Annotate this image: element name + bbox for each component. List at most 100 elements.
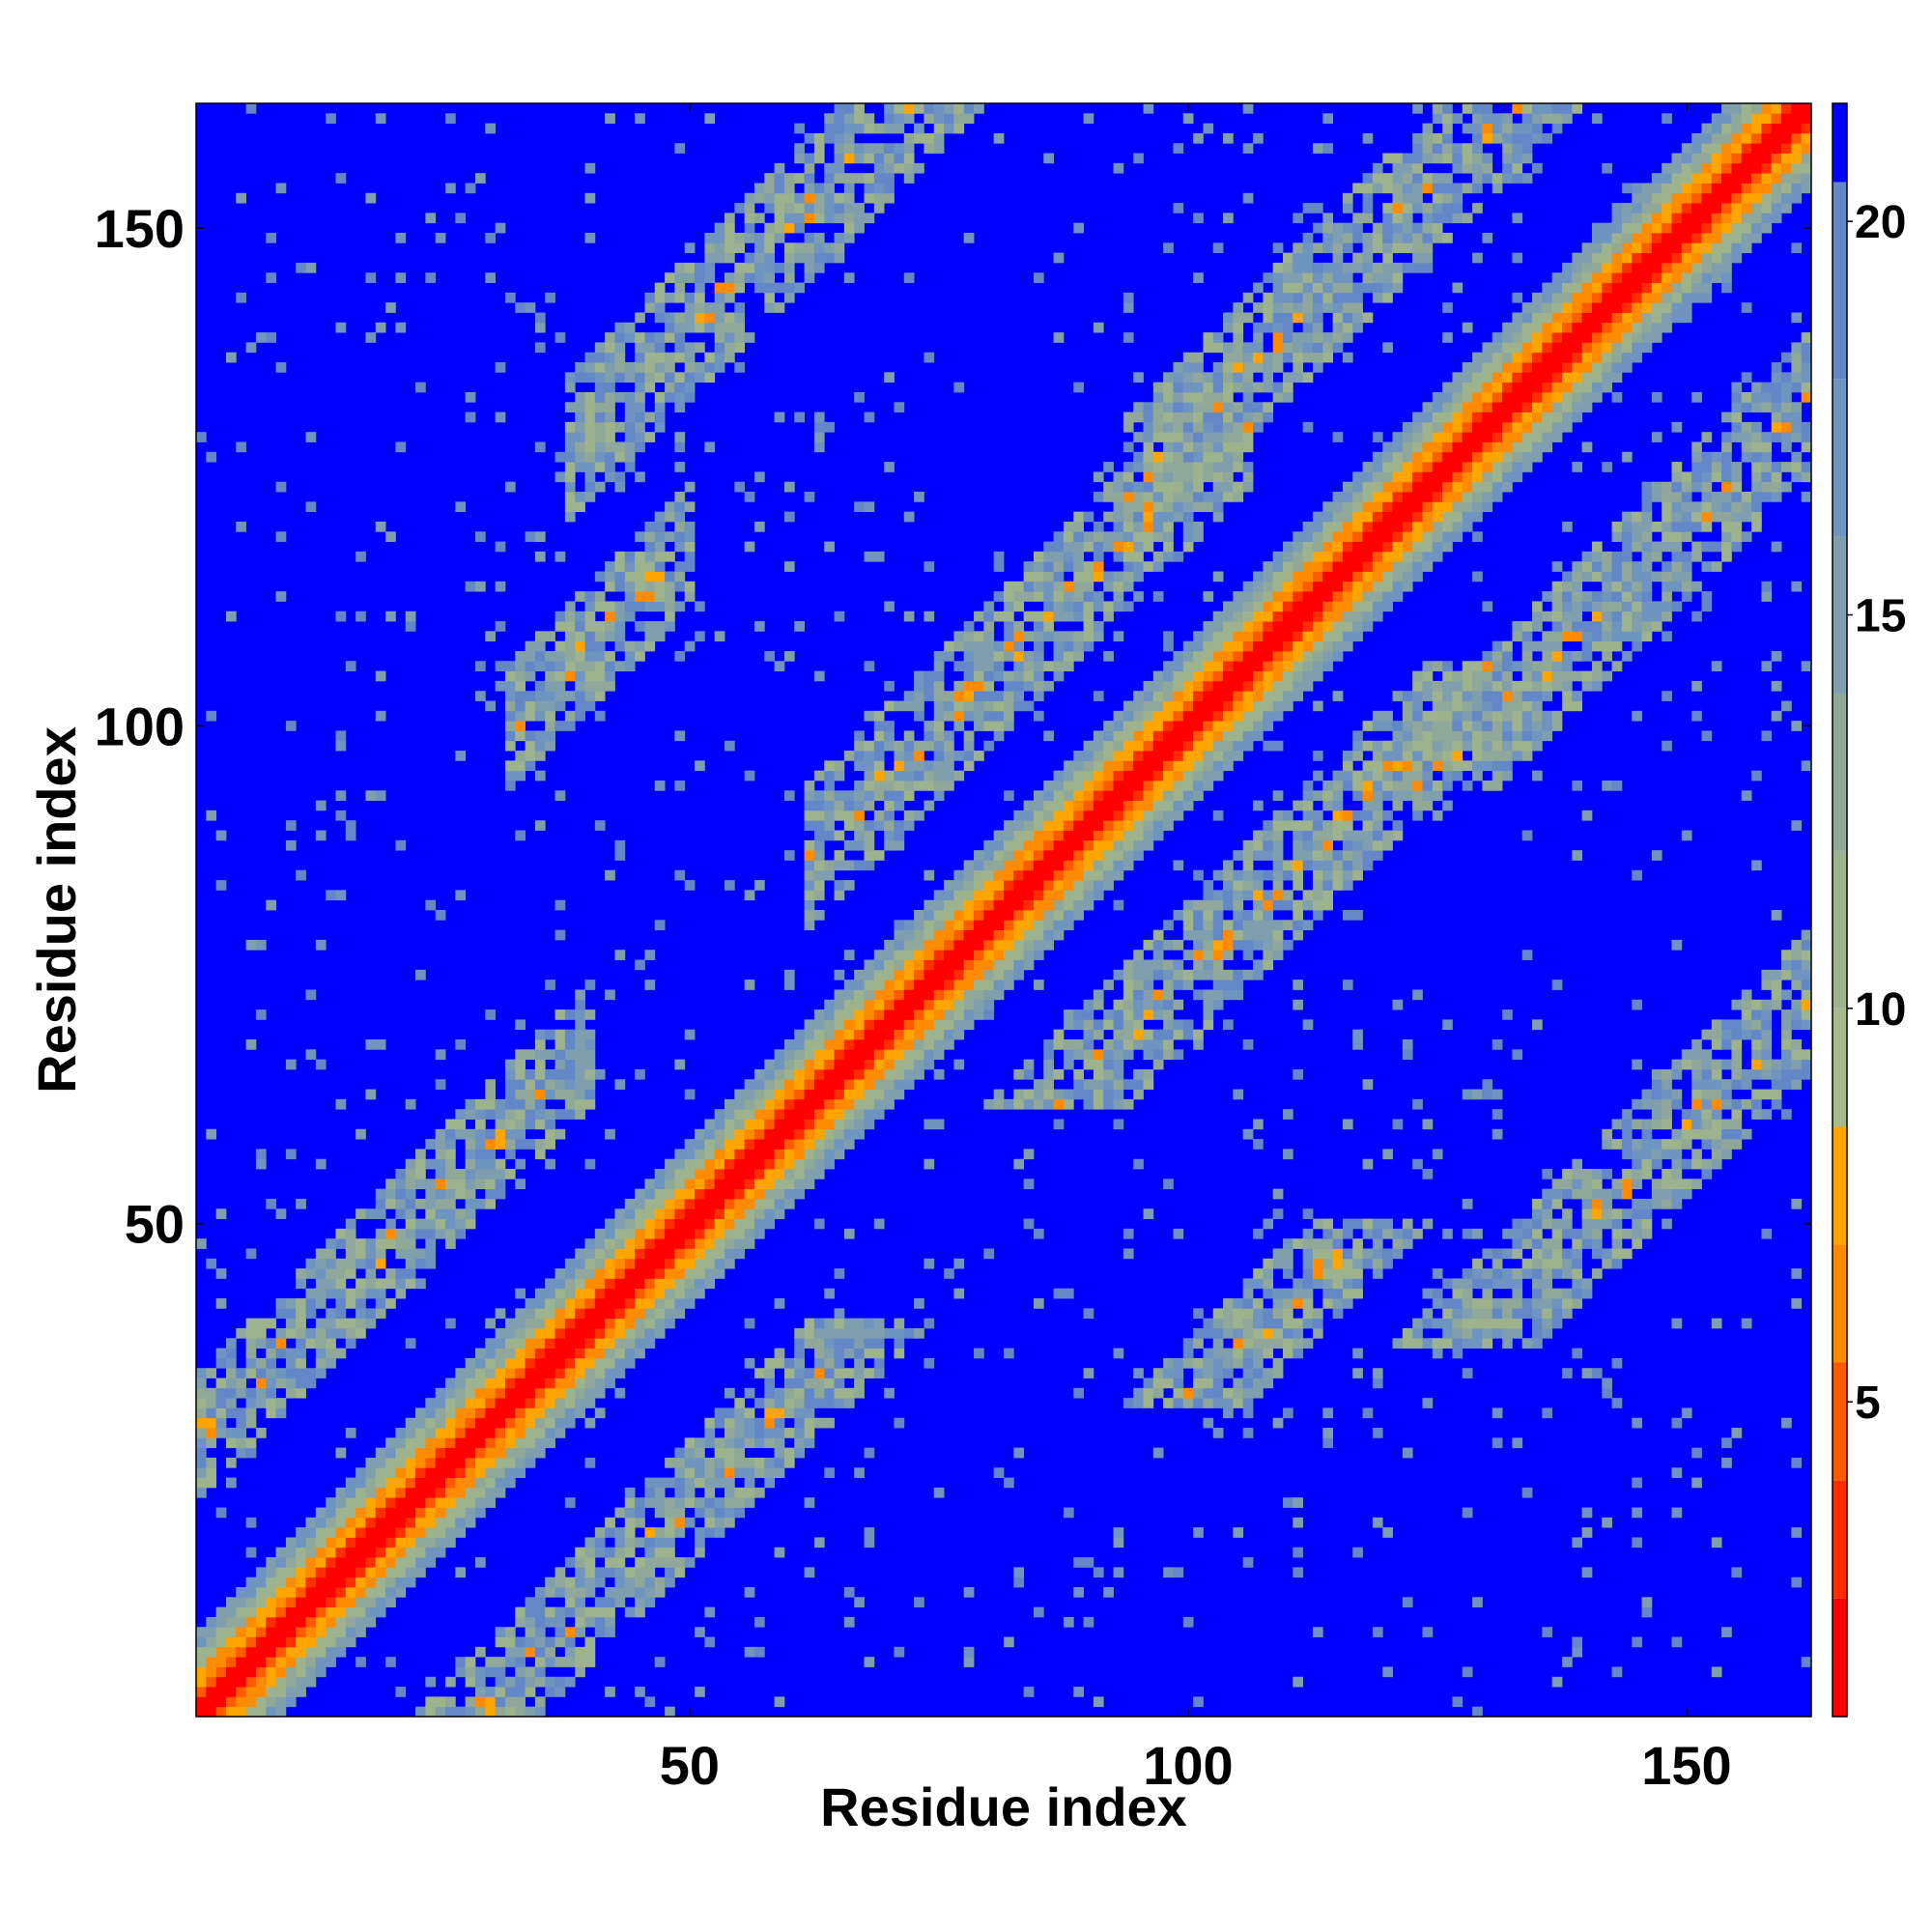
heatmap-cell bbox=[1312, 531, 1323, 542]
heatmap-cell bbox=[1163, 432, 1174, 442]
heatmap-cell bbox=[196, 1676, 207, 1688]
heatmap-cell bbox=[534, 1029, 546, 1040]
heatmap-cell bbox=[1282, 1327, 1293, 1339]
heatmap-cell bbox=[744, 203, 755, 213]
heatmap-cell bbox=[1033, 611, 1044, 622]
heatmap-cell bbox=[724, 1437, 735, 1449]
heatmap-cell bbox=[864, 839, 875, 851]
heatmap-cell bbox=[1053, 561, 1065, 572]
heatmap-cell bbox=[305, 1368, 317, 1378]
heatmap-cell bbox=[1223, 1019, 1234, 1031]
heatmap-cell bbox=[1143, 521, 1154, 532]
heatmap-cell bbox=[605, 581, 615, 592]
heatmap-cell bbox=[554, 899, 566, 911]
heatmap-cell bbox=[1073, 760, 1084, 772]
heatmap-cell bbox=[1193, 700, 1204, 712]
heatmap-cell bbox=[495, 661, 506, 671]
heatmap-cell bbox=[624, 661, 636, 671]
heatmap-cell bbox=[504, 1318, 516, 1329]
heatmap-cell bbox=[584, 1059, 596, 1070]
heatmap-cell bbox=[834, 192, 845, 204]
heatmap-cell bbox=[1253, 880, 1264, 891]
heatmap-cell bbox=[1182, 1019, 1194, 1031]
heatmap-cell bbox=[345, 1218, 356, 1230]
heatmap-cell bbox=[1004, 670, 1014, 682]
heatmap-cell bbox=[605, 1687, 615, 1697]
heatmap-cell bbox=[245, 1327, 257, 1339]
heatmap-cell bbox=[525, 1437, 536, 1449]
heatmap-cell bbox=[1173, 441, 1184, 453]
heatmap-cell bbox=[375, 1507, 386, 1519]
heatmap-cell bbox=[1242, 312, 1254, 324]
heatmap-cell bbox=[225, 1657, 237, 1667]
heatmap-cell bbox=[1143, 402, 1154, 412]
heatmap-cell bbox=[266, 233, 276, 243]
heatmap-cell bbox=[1272, 1327, 1284, 1339]
heatmap-cell bbox=[843, 1338, 855, 1349]
heatmap-cell bbox=[843, 132, 855, 144]
heatmap-cell bbox=[1122, 292, 1134, 303]
heatmap-cell bbox=[1133, 561, 1144, 572]
heatmap-cell bbox=[564, 1268, 576, 1279]
heatmap-cell bbox=[665, 1228, 675, 1239]
heatmap-cell bbox=[1023, 611, 1035, 622]
heatmap-cell bbox=[375, 1547, 386, 1558]
heatmap-cell bbox=[1253, 601, 1264, 612]
heatmap-cell bbox=[1173, 661, 1184, 671]
heatmap-cell bbox=[1083, 1368, 1094, 1378]
heatmap-cell bbox=[1282, 670, 1293, 682]
heatmap-cell bbox=[884, 830, 895, 841]
heatmap-cell bbox=[993, 691, 1005, 701]
heatmap-cell bbox=[1113, 869, 1124, 881]
heatmap-cell bbox=[704, 1158, 716, 1170]
heatmap-cell bbox=[993, 920, 1005, 931]
heatmap-cell bbox=[834, 1009, 845, 1020]
heatmap-cell bbox=[564, 1009, 576, 1020]
heatmap-cell bbox=[465, 1706, 476, 1718]
heatmap-cell bbox=[335, 1318, 347, 1329]
heatmap-cell bbox=[665, 1567, 675, 1578]
heatmap-cell bbox=[1133, 1009, 1144, 1020]
heatmap-cell bbox=[843, 1586, 855, 1598]
heatmap-cell bbox=[624, 571, 636, 582]
heatmap-cell bbox=[974, 860, 984, 871]
heatmap-cell bbox=[445, 1128, 456, 1140]
heatmap-cell bbox=[206, 1646, 217, 1658]
heatmap-cell bbox=[624, 332, 636, 343]
heatmap-cell bbox=[1203, 501, 1214, 513]
heatmap-cell bbox=[724, 1447, 735, 1459]
heatmap-cell bbox=[1212, 462, 1224, 472]
heatmap-cell bbox=[824, 162, 835, 174]
heatmap-cell bbox=[1272, 1318, 1284, 1329]
heatmap-cell bbox=[764, 1188, 776, 1200]
heatmap-cell bbox=[1004, 790, 1014, 802]
heatmap-cell bbox=[824, 1338, 835, 1349]
heatmap-cell bbox=[1272, 920, 1284, 931]
heatmap-cell bbox=[635, 1557, 645, 1568]
heatmap-cell bbox=[794, 1357, 805, 1369]
heatmap-cell bbox=[465, 1666, 476, 1678]
heatmap-cell bbox=[236, 1368, 246, 1378]
heatmap-cell bbox=[1293, 691, 1304, 701]
heatmap-cell bbox=[215, 830, 227, 841]
heatmap-cell bbox=[923, 691, 935, 701]
heatmap-cell bbox=[834, 1368, 845, 1378]
heatmap-cell bbox=[345, 1228, 356, 1239]
heatmap-cell bbox=[674, 571, 686, 582]
heatmap-cell bbox=[355, 1627, 366, 1637]
heatmap-cell bbox=[515, 1338, 526, 1349]
heatmap-cell bbox=[335, 890, 347, 901]
heatmap-cell bbox=[1242, 929, 1254, 941]
heatmap-cell bbox=[854, 1098, 865, 1110]
heatmap-cell bbox=[1004, 591, 1014, 602]
heatmap-cell bbox=[704, 1198, 716, 1209]
heatmap-cell bbox=[575, 1298, 585, 1309]
heatmap-cell bbox=[614, 1288, 626, 1299]
heatmap-cell bbox=[1103, 1068, 1114, 1080]
heatmap-cell bbox=[1233, 451, 1244, 463]
heatmap-cell bbox=[704, 1487, 716, 1498]
heatmap-cell bbox=[365, 272, 377, 283]
heatmap-cell bbox=[1193, 1039, 1204, 1050]
heatmap-cell bbox=[1173, 1378, 1184, 1389]
heatmap-cell bbox=[624, 1348, 636, 1359]
